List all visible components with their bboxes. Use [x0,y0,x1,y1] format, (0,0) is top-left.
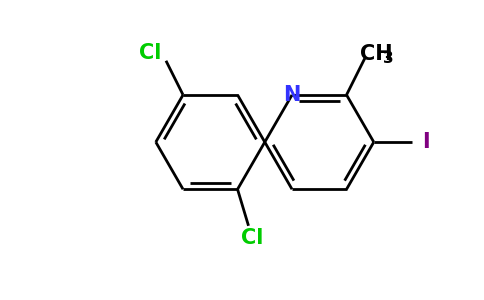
Text: Cl: Cl [242,228,264,248]
Text: CH: CH [361,44,393,64]
Text: I: I [422,132,430,152]
Text: 3: 3 [383,51,394,66]
Text: Cl: Cl [139,43,161,63]
Text: N: N [283,85,301,105]
